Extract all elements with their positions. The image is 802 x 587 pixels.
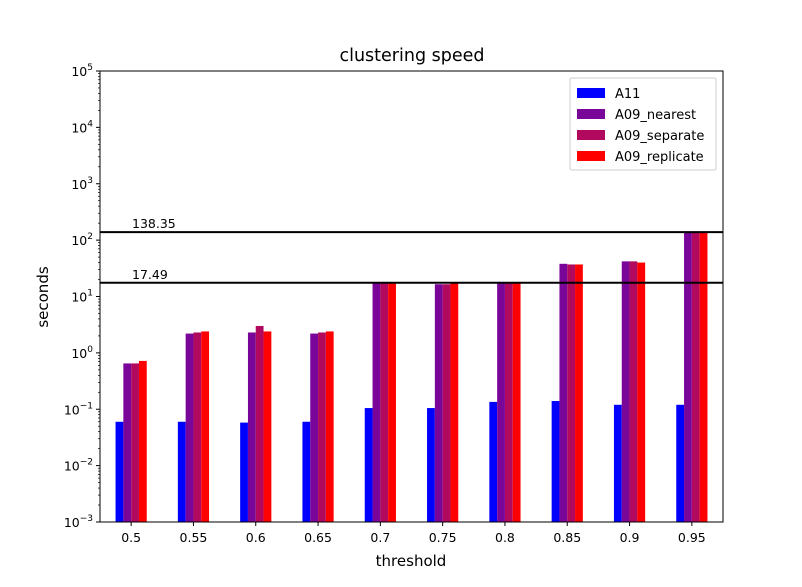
bar-a09-nearest-0.7 (372, 282, 381, 522)
legend-swatch (577, 88, 605, 98)
y-tick-label: 102 (71, 232, 93, 248)
bar-a09-nearest-0.8 (497, 283, 505, 522)
y-tick-label: 101 (71, 289, 93, 305)
bar-a09-separate-0.8 (504, 283, 513, 522)
legend-swatch (577, 151, 605, 161)
bar-a11-0.7 (364, 408, 373, 522)
x-tick-label: 0.95 (678, 530, 706, 545)
legend-label: A09_nearest (615, 108, 696, 123)
legend-label: A11 (615, 87, 640, 102)
bar-a11-0.5 (115, 421, 124, 522)
bar-a09-replicate-0.85 (575, 264, 583, 522)
y-tick-label: 103 (71, 176, 93, 192)
bar-a09-nearest-0.75 (434, 284, 443, 522)
x-tick-label: 0.55 (180, 530, 208, 545)
bars-layer (115, 232, 708, 522)
bar-a11-0.95 (676, 404, 685, 522)
bar-a11-0.6 (240, 422, 248, 522)
bar-a09-nearest-0.95 (684, 232, 692, 522)
x-tick-label: 0.65 (304, 530, 332, 545)
bar-a09-replicate-0.95 (699, 232, 708, 522)
bar-a09-nearest-0.9 (621, 261, 630, 522)
bar-a09-replicate-0.6 (263, 331, 272, 522)
x-tick-label: 0.85 (553, 530, 581, 545)
x-tick-label: 0.5 (121, 530, 141, 545)
y-axis-ticks: 10−3 10−2 10−1 100 101 102 103 104 105 (64, 63, 100, 530)
bar-a09-separate-0.75 (442, 284, 451, 522)
bar-a09-separate-0.55 (193, 332, 202, 522)
x-tick-label: 0.9 (620, 530, 640, 545)
x-tick-label: 0.7 (370, 530, 390, 545)
y-tick-label: 100 (71, 345, 93, 361)
bar-a09-replicate-0.7 (388, 282, 396, 522)
y-axis-label: seconds (34, 266, 52, 327)
bar-a09-separate-0.85 (567, 264, 576, 522)
chart-title: clustering speed (339, 46, 484, 66)
y-tick-label: 104 (71, 119, 93, 135)
bar-a09-nearest-0.65 (310, 333, 319, 522)
bar-a11-0.8 (489, 401, 498, 522)
bar-a09-separate-0.95 (691, 232, 700, 522)
bar-a09-separate-0.65 (318, 332, 326, 522)
x-axis-label: threshold (376, 552, 447, 570)
bar-a09-nearest-0.55 (185, 333, 194, 522)
reference-line-label: 138.35 (132, 216, 176, 231)
bar-a09-replicate-0.5 (138, 360, 147, 522)
bar-a09-replicate-0.8 (512, 283, 521, 522)
x-axis-ticks: 0.5 0.55 0.6 0.65 0.7 0.75 0.8 0.85 0.9 0.95 (121, 522, 706, 545)
bar-a11-0.55 (177, 421, 186, 522)
bar-a09-replicate-0.55 (201, 331, 210, 522)
bar-a09-separate-0.6 (255, 325, 264, 522)
bar-a09-nearest-0.6 (247, 332, 256, 522)
bar-a09-separate-0.9 (629, 261, 638, 522)
y-tick-label: 10−2 (64, 458, 93, 474)
bar-a09-replicate-0.65 (325, 331, 334, 522)
bar-a09-separate-0.7 (380, 282, 389, 522)
legend-swatch (577, 130, 605, 140)
y-tick-label: 105 (71, 63, 93, 79)
legend-box (569, 77, 717, 171)
x-tick-label: 0.6 (246, 530, 266, 545)
legend-label: A09_replicate (615, 150, 704, 165)
bar-a11-0.85 (551, 401, 560, 522)
x-tick-label: 0.8 (495, 530, 515, 545)
y-tick-label: 10−3 (64, 514, 93, 530)
bar-a11-0.65 (302, 421, 311, 522)
y-tick-label: 10−1 (64, 401, 93, 417)
bar-a09-nearest-0.85 (559, 263, 568, 522)
bar-a09-nearest-0.5 (123, 363, 132, 522)
legend: A11 A09_nearest A09_separate A09_replicate (569, 77, 717, 171)
bar-a11-0.9 (613, 404, 622, 522)
bar-a11-0.75 (427, 408, 435, 522)
legend-label: A09_separate (615, 129, 704, 144)
x-tick-label: 0.75 (429, 530, 457, 545)
legend-swatch (577, 109, 605, 119)
bar-a09-replicate-0.9 (637, 262, 646, 522)
reference-line-label: 17.49 (132, 267, 168, 282)
bar-a09-separate-0.5 (131, 363, 139, 522)
reference-lines: 138.35 17.49 (100, 216, 723, 284)
bar-a09-replicate-0.75 (450, 283, 459, 522)
